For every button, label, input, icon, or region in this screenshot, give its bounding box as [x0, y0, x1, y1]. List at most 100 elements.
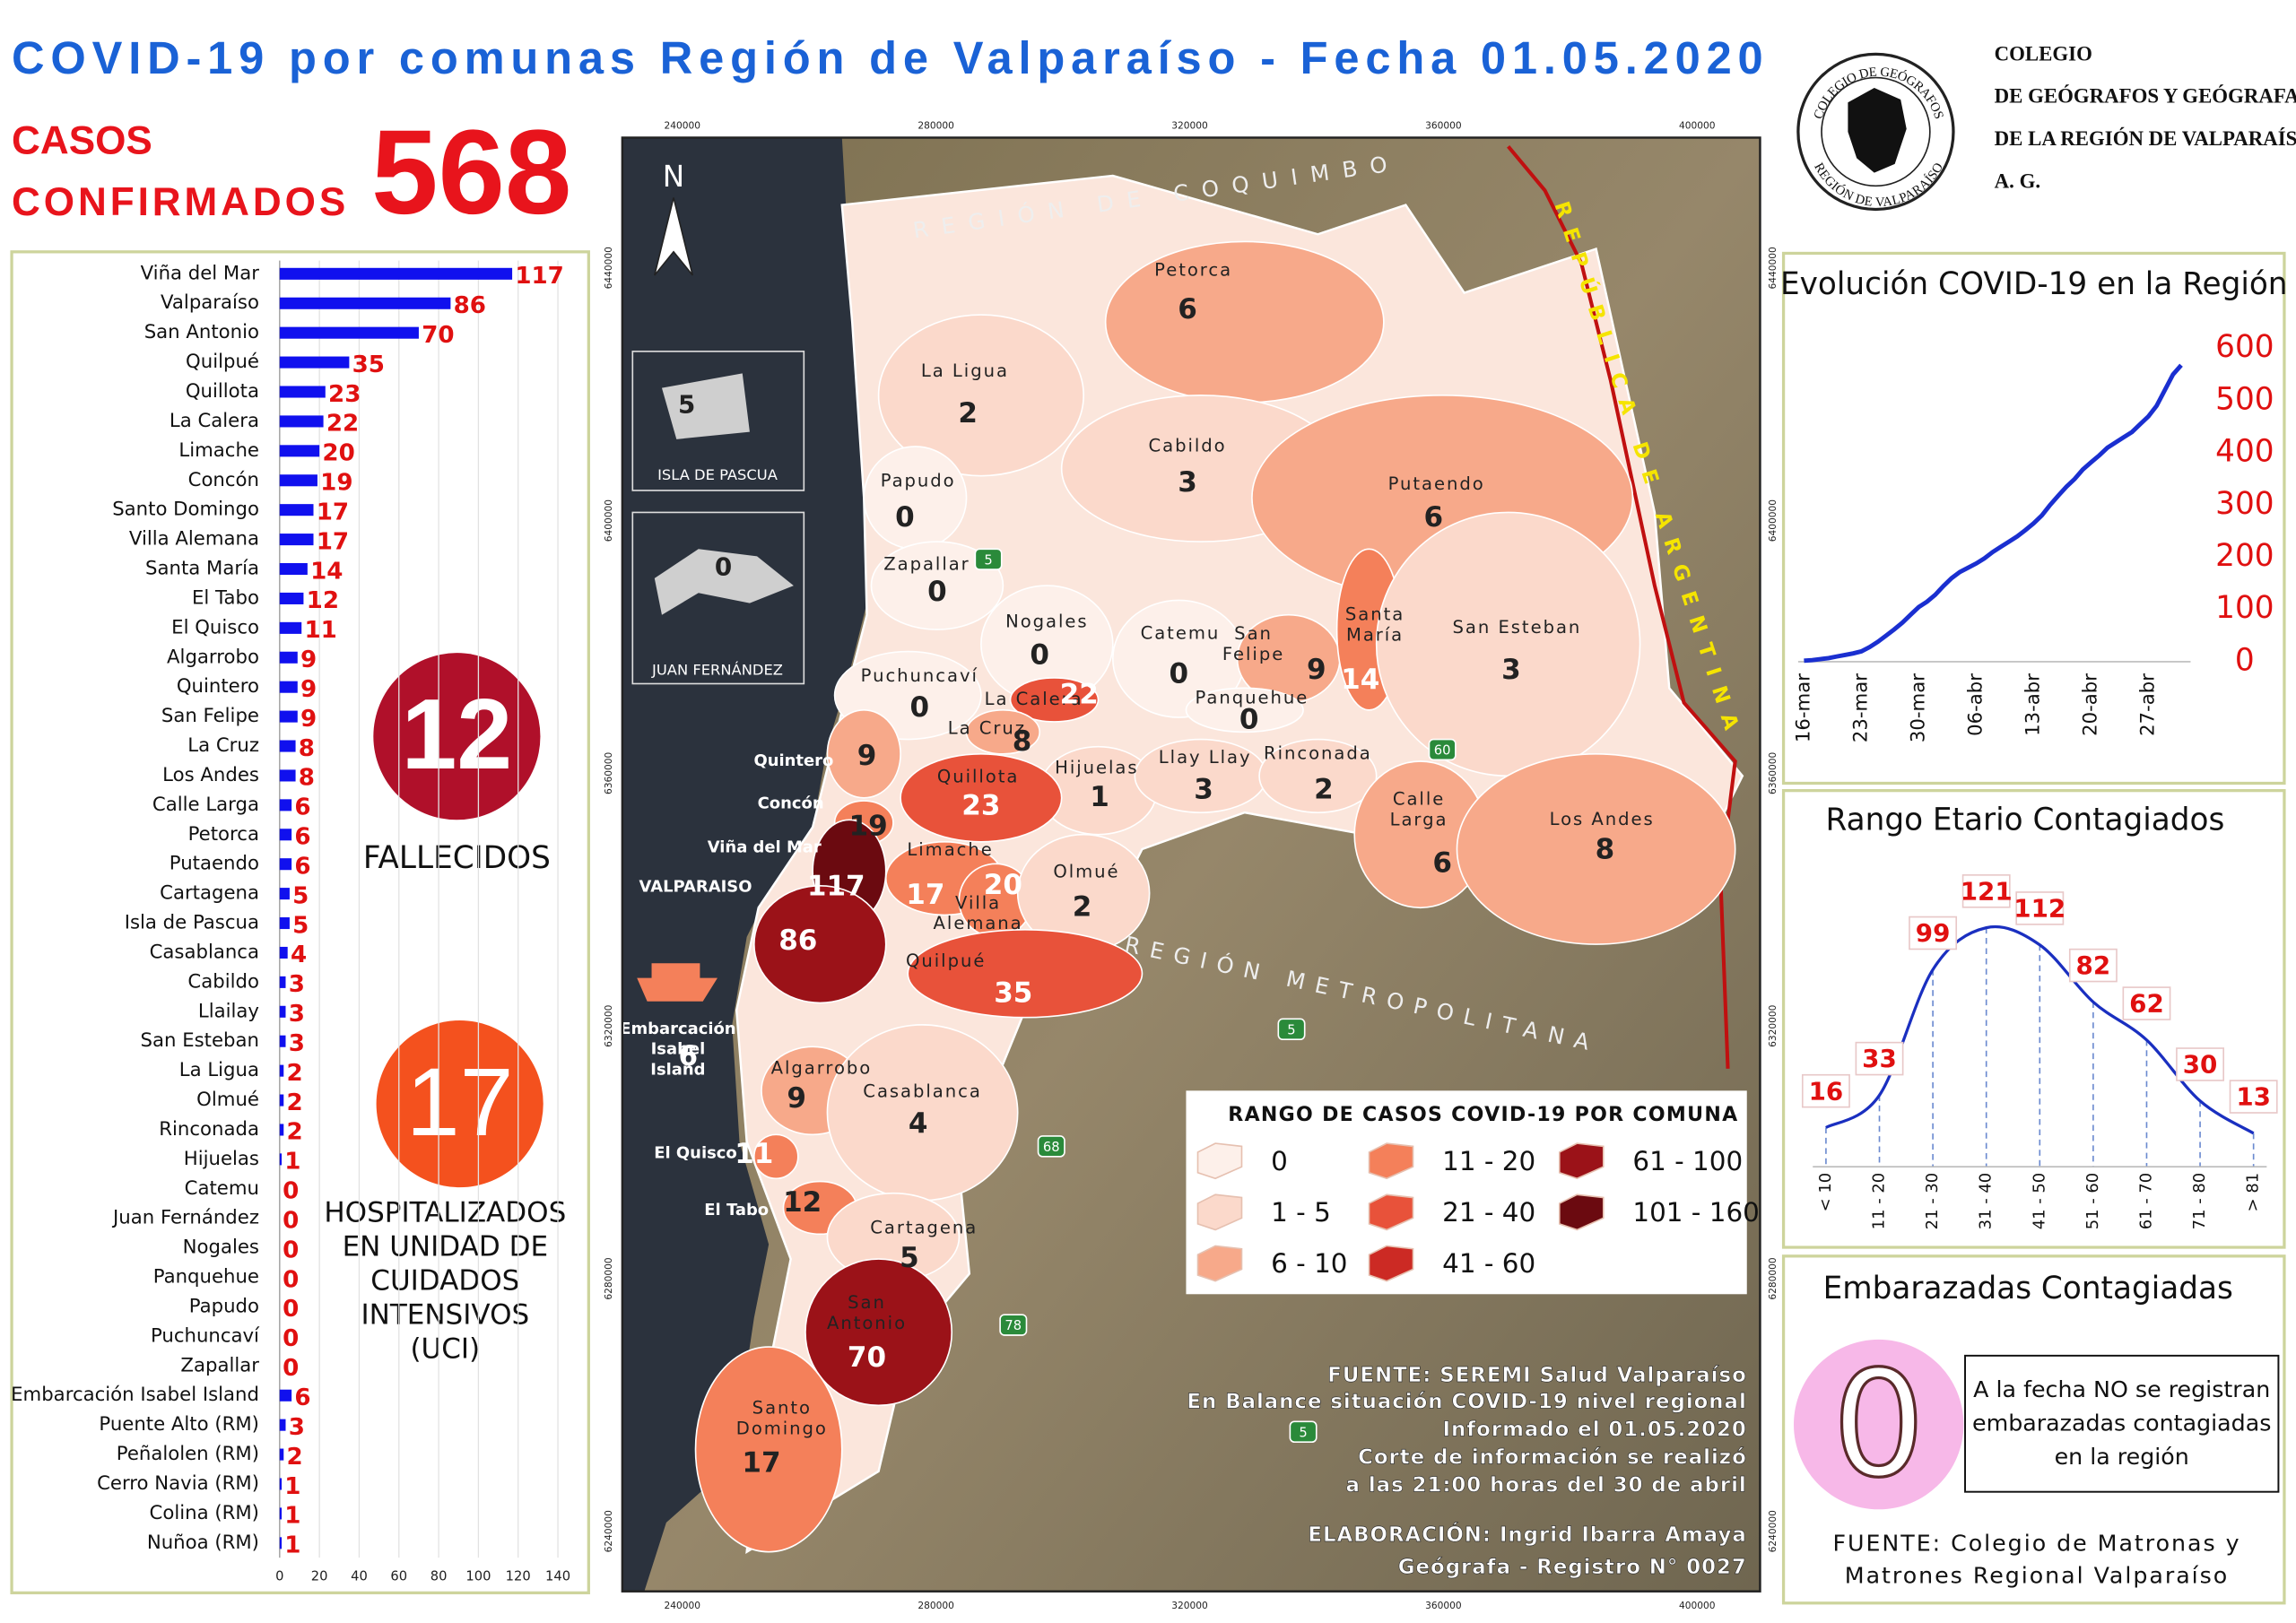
pregnant-value: 0 — [1832, 1339, 1926, 1510]
x-tick-label: < 10 — [1816, 1173, 1835, 1212]
value-label: 0 — [283, 1178, 299, 1205]
y-tick-label: Puente Alto (RM) — [99, 1413, 259, 1436]
comuna-label: Limache — [907, 839, 993, 860]
legend-label: 101 - 160 — [1632, 1197, 1759, 1228]
y-tick-label: Puchuncaví — [151, 1324, 260, 1347]
y-tick-label: Catemu — [185, 1177, 259, 1200]
bar — [279, 769, 296, 782]
credit-text: Corte de información se realizó — [1358, 1446, 1747, 1470]
note-text: A la fecha NO se registran — [1973, 1376, 2270, 1402]
bar — [279, 917, 290, 930]
value-label: 2 — [287, 1089, 303, 1116]
comuna-label: Quilpué — [906, 950, 986, 971]
value-label: 0 — [283, 1296, 299, 1323]
value-label: 22 — [326, 411, 359, 438]
comuna-area — [694, 1346, 843, 1553]
value-label: 6 — [294, 794, 310, 821]
comuna-label: El Quisco — [654, 1144, 736, 1163]
comuna-label: Embarcación Isabel Island — [620, 1020, 735, 1080]
y-tick-label: La Cruz — [187, 734, 259, 757]
page-title: COVID-19 por comunas Región de Valparaís… — [12, 32, 1763, 83]
logo-text: A. G. — [1995, 169, 2040, 192]
y-tick-label: 400 — [2215, 434, 2274, 470]
y-tick-label: 100 — [2215, 590, 2274, 626]
comuna-label: Olmué — [1053, 862, 1119, 882]
inset-label: ISLA DE PASCUA — [657, 466, 778, 483]
credit-text: FUENTE: SEREMI Salud Valparaíso — [1327, 1364, 1746, 1387]
value-label: 23 — [328, 381, 361, 408]
x-tick-label: 20-abr — [2079, 673, 2101, 736]
comuna-area — [753, 884, 887, 1004]
route-label: 5 — [984, 552, 992, 568]
comuna-area — [1009, 677, 1100, 723]
y-tick-label: Valparaíso — [161, 291, 259, 314]
legend-title: RANGO DE CASOS COVID-19 POR COMUNA — [1228, 1104, 1738, 1126]
icu-label: EN UNIDAD DE — [343, 1231, 548, 1263]
comuna-label: Catemu — [1141, 622, 1221, 643]
bar — [279, 1035, 286, 1047]
value-label: 9 — [300, 706, 317, 733]
value-label: 86 — [454, 292, 486, 319]
coord-label: 320000 — [1171, 119, 1208, 131]
value-label: 2 — [287, 1060, 303, 1087]
y-tick-label: Villa Alemana — [129, 528, 259, 551]
label-box — [1961, 874, 2011, 908]
bar — [279, 356, 350, 369]
x-tick-label: 80 — [430, 1568, 448, 1584]
value-label: 0 — [283, 1207, 299, 1234]
coord-label: 6400000 — [603, 499, 614, 542]
comuna-label: San Esteban — [1453, 617, 1582, 638]
y-tick-label: Juan Fernández — [111, 1207, 259, 1229]
legend-box — [1186, 1090, 1747, 1295]
bar — [279, 326, 419, 339]
y-tick-label: La Calera — [170, 410, 259, 432]
y-tick-label: Casablanca — [150, 941, 259, 963]
y-tick-label: 600 — [2215, 329, 2274, 365]
legend-label: 21 - 40 — [1442, 1197, 1535, 1228]
value-label: 5 — [292, 882, 309, 909]
value-label: 6 — [294, 853, 310, 880]
panel — [1781, 789, 2286, 1249]
value-label: 13 — [2236, 1082, 2271, 1112]
deaths-value: 12 — [402, 678, 512, 790]
comuna-value: 20 — [984, 869, 1022, 901]
comuna-label: Santo Domingo — [736, 1397, 828, 1438]
bar — [279, 267, 513, 280]
bar — [279, 1389, 292, 1402]
value-label: 1 — [284, 1503, 300, 1530]
x-tick-label: 13-abr — [2022, 673, 2044, 736]
icu-label: CUIDADOS — [370, 1265, 519, 1298]
comuna-value: 0 — [895, 501, 915, 534]
source-text: Matrones Regional Valparaíso — [1845, 1562, 2229, 1588]
y-tick-label: El Quisco — [171, 616, 259, 638]
comuna-label: San Felipe — [1222, 622, 1284, 664]
legend-swatch — [1368, 1245, 1414, 1282]
value-label: 35 — [352, 352, 385, 378]
y-tick-label: Algarrobo — [167, 646, 259, 668]
comuna-area — [1375, 511, 1641, 777]
x-tick-label: 27-abr — [2136, 673, 2159, 736]
x-tick-label: 16-mar — [1792, 673, 1814, 742]
inset-value: 0 — [715, 551, 732, 581]
panel-title: Rango Etario Contagiados — [1826, 802, 2225, 838]
x-tick-label: 100 — [465, 1568, 491, 1584]
panel — [1781, 251, 2286, 785]
comuna-value: 70 — [848, 1341, 886, 1374]
coord-label: 6280000 — [603, 1257, 614, 1300]
x-tick-label: 40 — [351, 1568, 368, 1584]
cases-label: CASOS — [12, 119, 152, 163]
value-label: 6 — [294, 824, 310, 851]
panel-title: Embarazadas Contagiadas — [1823, 1271, 2233, 1306]
comuna-area — [1104, 240, 1385, 404]
comuna-value: 0 — [1239, 703, 1259, 735]
y-tick-label: San Felipe — [161, 705, 259, 727]
value-label: 0 — [283, 1325, 299, 1352]
left-panel — [10, 250, 590, 1594]
credit-text: ELABORACIÓN: Ingrid Ibarra Amaya — [1308, 1522, 1746, 1547]
north-arrow — [654, 197, 694, 276]
comuna-value: 0 — [1030, 638, 1049, 671]
comuna-value: 2 — [958, 397, 978, 430]
label-box — [2015, 891, 2065, 925]
value-label: 2 — [287, 1119, 303, 1146]
comuna-value: 23 — [961, 790, 1000, 822]
